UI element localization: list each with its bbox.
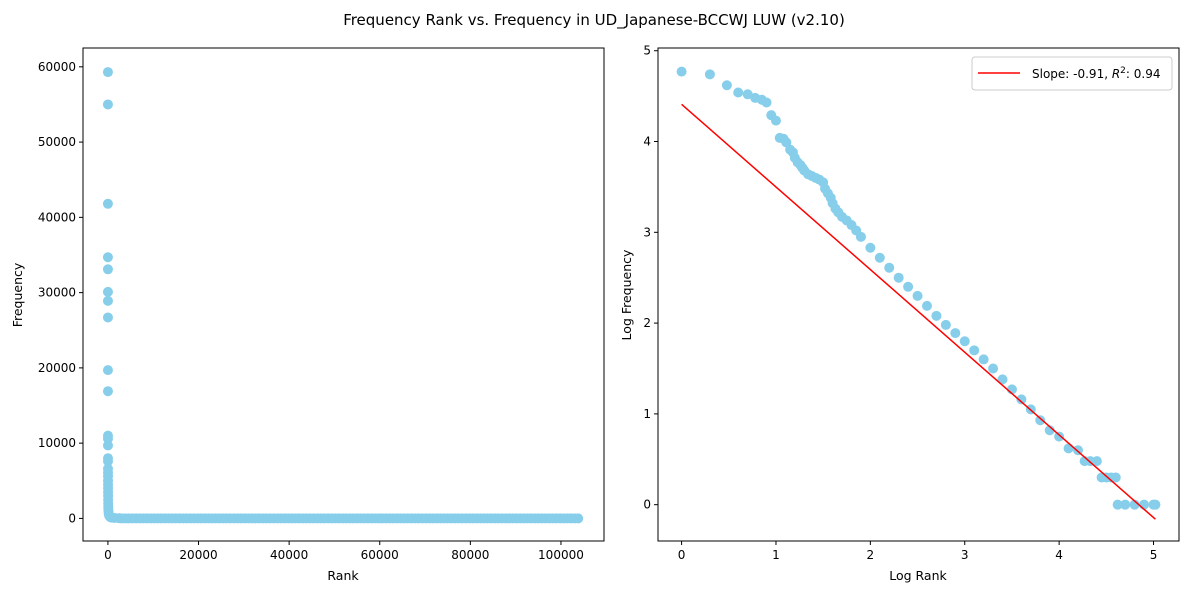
- y-tick-label: 0: [68, 511, 76, 525]
- scatter-point: [884, 262, 895, 273]
- scatter-point: [1054, 431, 1065, 442]
- x-tick-label: 3: [961, 548, 969, 562]
- scatter-point: [102, 252, 113, 263]
- left-plot-frame: [82, 47, 605, 542]
- right-fit-line-group: [681, 103, 1156, 520]
- y-tick-label: 1: [643, 407, 651, 421]
- x-tick-label: 0: [678, 548, 686, 562]
- scatter-point: [865, 242, 876, 253]
- scatter-point: [855, 231, 866, 242]
- scatter-point: [1139, 499, 1150, 510]
- right-x-axis-label: Log Rank: [889, 568, 947, 583]
- y-tick-label: 4: [643, 135, 651, 149]
- right-scatter-points: [676, 66, 1161, 510]
- figure-title: Frequency Rank vs. Frequency in UD_Japan…: [343, 11, 845, 30]
- scatter-point: [912, 290, 923, 301]
- scatter-point: [978, 354, 989, 365]
- x-tick-label: 0: [104, 548, 112, 562]
- scatter-point: [102, 386, 113, 397]
- right-chart: 0 1 2 3 4 5 0 1 2 3 4 5 Log Rank Log Frequency Slo…: [619, 44, 1180, 583]
- scatter-point: [1129, 499, 1140, 510]
- x-tick-label: 1: [772, 548, 780, 562]
- x-tick-label: 100000: [538, 548, 584, 562]
- y-tick-label: 5: [643, 44, 651, 58]
- scatter-point: [676, 66, 687, 77]
- scatter-point: [102, 264, 113, 275]
- x-tick-label: 5: [1150, 548, 1158, 562]
- scatter-point: [903, 281, 914, 292]
- scatter-point: [950, 328, 961, 339]
- scatter-point: [1035, 415, 1046, 426]
- legend-label: Slope: -0.91, R2: 0.94: [1032, 66, 1160, 81]
- x-tick-label: 80000: [451, 548, 489, 562]
- x-tick-label: 60000: [361, 548, 399, 562]
- right-plot-frame: [657, 47, 1180, 542]
- legend-box: [971, 56, 1173, 91]
- y-tick-label: 50000: [38, 135, 76, 149]
- scatter-point: [733, 87, 744, 98]
- scatter-point: [988, 363, 999, 374]
- scatter-point: [1044, 425, 1055, 436]
- y-tick-label: 40000: [38, 210, 76, 224]
- scatter-point: [1110, 472, 1121, 483]
- x-tick-label: 2: [867, 548, 875, 562]
- scatter-point: [959, 336, 970, 347]
- x-tick-label: 40000: [270, 548, 308, 562]
- legend-r-superscript: 2: [1120, 66, 1126, 76]
- right-y-axis-label: Log Frequency: [619, 249, 634, 340]
- scatter-point: [1091, 456, 1102, 467]
- scatter-point: [102, 295, 113, 306]
- scatter-point: [1150, 499, 1161, 510]
- scatter-point: [573, 513, 584, 524]
- left-x-ticks: 0 20000 40000 60000 80000 100000: [104, 541, 584, 562]
- scatter-point: [102, 456, 113, 467]
- scatter-point: [102, 286, 113, 297]
- scatter-point: [102, 312, 113, 323]
- y-tick-label: 10000: [38, 436, 76, 450]
- left-y-ticks: 0 10000 20000 30000 40000 50000 60000: [38, 60, 83, 525]
- scatter-point: [102, 99, 113, 110]
- scatter-point: [874, 252, 885, 263]
- scatter-point: [761, 97, 772, 108]
- scatter-point: [1016, 394, 1027, 405]
- scatter-point: [102, 198, 113, 209]
- y-tick-label: 20000: [38, 361, 76, 375]
- y-tick-label: 2: [643, 316, 651, 330]
- y-tick-label: 30000: [38, 286, 76, 300]
- legend-label-suffix: : 0.94: [1126, 67, 1161, 81]
- y-tick-label: 60000: [38, 60, 76, 74]
- right-x-ticks: 0 1 2 3 4 5: [678, 541, 1158, 562]
- scatter-point: [940, 319, 951, 330]
- x-tick-label: 4: [1055, 548, 1063, 562]
- scatter-point: [1063, 443, 1074, 454]
- scatter-point: [931, 310, 942, 321]
- left-x-axis-label: Rank: [327, 568, 359, 583]
- scatter-point: [770, 115, 781, 126]
- x-tick-label: 20000: [179, 548, 217, 562]
- legend-label-prefix: Slope: -0.91,: [1032, 67, 1112, 81]
- legend: Slope: -0.91, R2: 0.94: [971, 56, 1173, 91]
- scatter-point: [1112, 499, 1123, 510]
- scatter-point: [969, 345, 980, 356]
- right-y-ticks: 0 1 2 3 4 5: [643, 44, 658, 512]
- fit-line: [681, 103, 1156, 520]
- legend-r-symbol: R: [1112, 67, 1120, 81]
- scatter-point: [893, 272, 904, 283]
- left-chart: 0 20000 40000 60000 80000 100000 0 10000 20000 3…: [10, 47, 605, 583]
- scatter-point: [921, 300, 932, 311]
- scatter-point: [102, 440, 113, 451]
- scatter-point: [742, 89, 753, 100]
- scatter-point: [1120, 499, 1131, 510]
- left-scatter-points: [102, 67, 584, 524]
- scatter-point: [997, 374, 1008, 385]
- y-tick-label: 0: [643, 498, 651, 512]
- scatter-point: [721, 80, 732, 91]
- left-y-axis-label: Frequency: [10, 262, 25, 327]
- scatter-point: [704, 69, 715, 80]
- y-tick-label: 3: [643, 225, 651, 239]
- scatter-point: [102, 365, 113, 376]
- scatter-point: [102, 67, 113, 78]
